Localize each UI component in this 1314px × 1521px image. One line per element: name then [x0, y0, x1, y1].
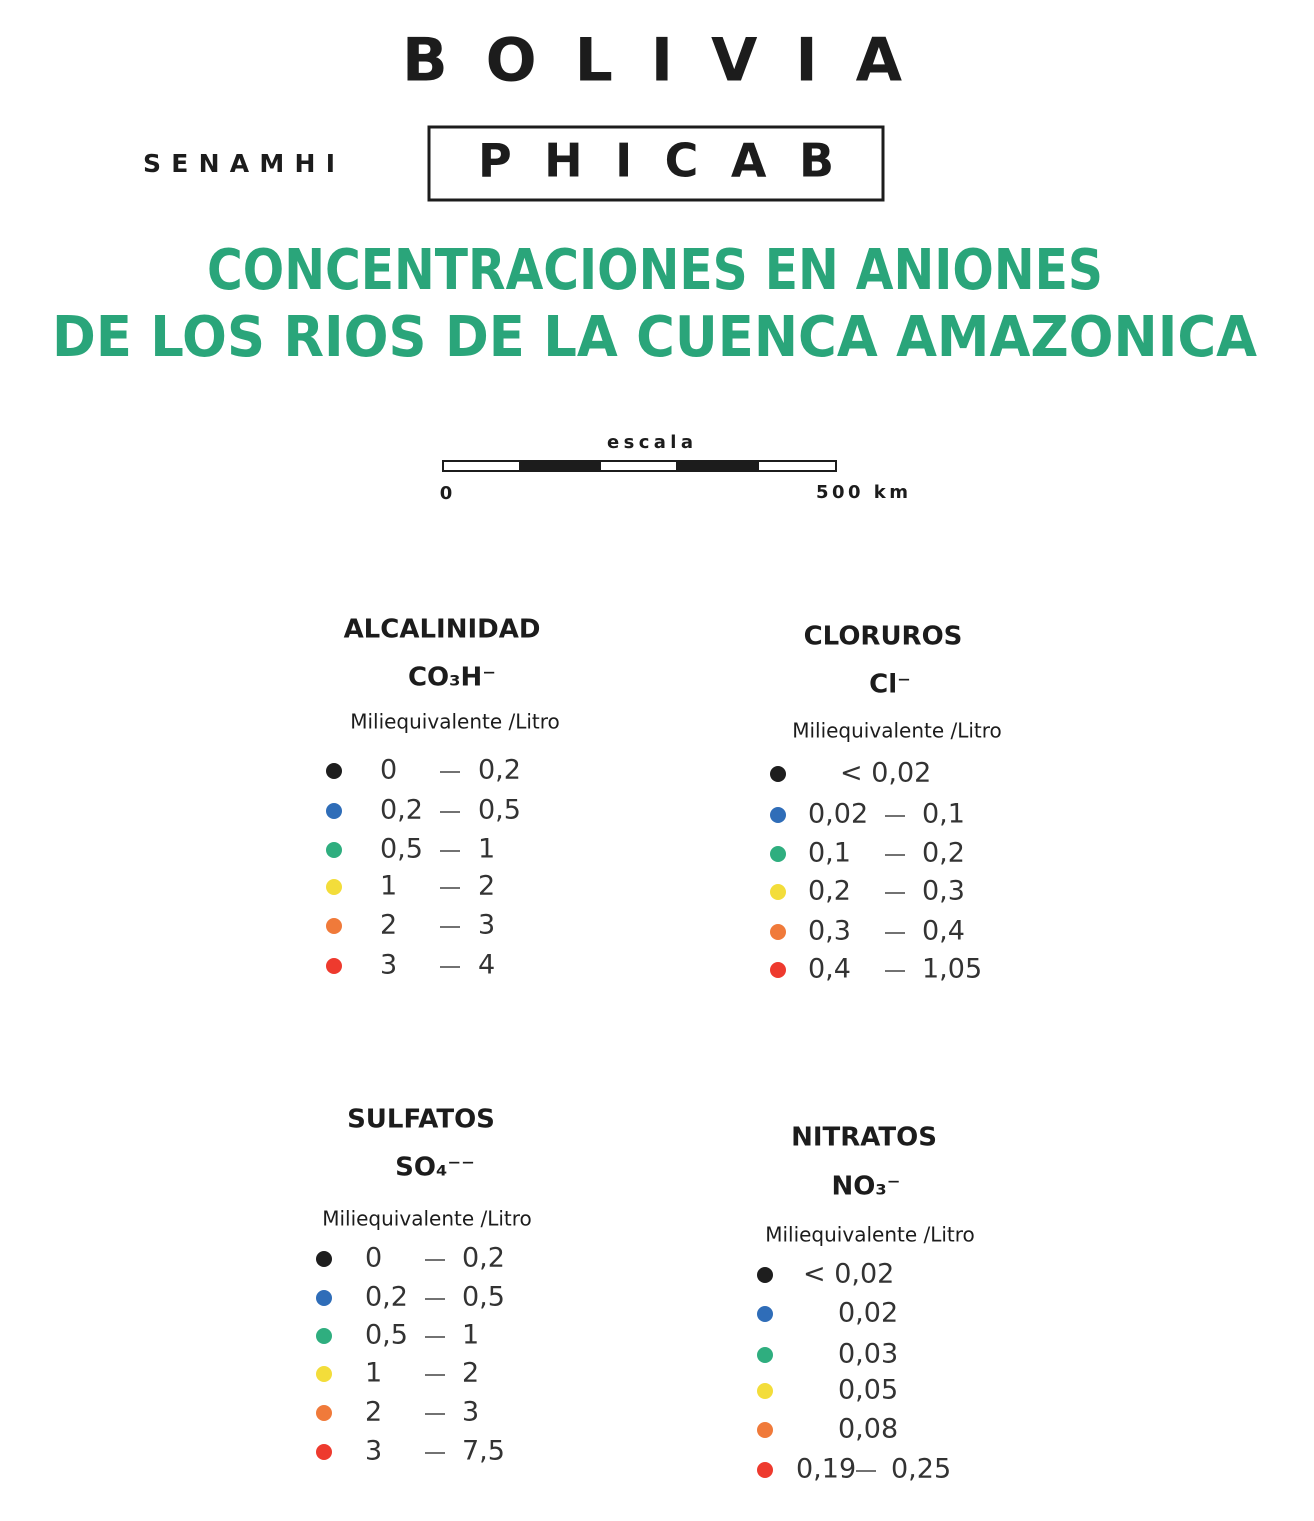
legend-dot — [757, 1462, 773, 1478]
range-from: 0 — [380, 755, 397, 786]
range-from: 0,2 — [380, 795, 423, 826]
legend-dot — [770, 807, 786, 823]
legend-dot — [326, 803, 342, 819]
range-to: 1 — [478, 834, 495, 865]
range-value: 0,08 — [838, 1414, 898, 1445]
legend-dot — [770, 962, 786, 978]
formula: SO₄⁻⁻ — [395, 1153, 475, 1183]
range-from: 1 — [365, 1358, 382, 1389]
legend-dot — [326, 763, 342, 779]
range-to: 0,5 — [478, 795, 521, 826]
title-line: CONCENTRACIONES EN ANIONES — [207, 238, 1103, 303]
legend-title: SULFATOS — [347, 1105, 495, 1135]
legend-title: ALCALINIDAD — [344, 615, 541, 645]
range-to: 2 — [462, 1358, 479, 1389]
legends: ALCALINIDAD CO₃H⁻ Miliequivalente /Litro 0 0… — [316, 615, 1002, 1485]
legend-dot — [757, 1267, 773, 1283]
range-to: 0,2 — [478, 755, 521, 786]
range-to: 2 — [478, 871, 495, 902]
legend-dot — [757, 1383, 773, 1399]
range-from: 0,19 — [796, 1454, 856, 1485]
range-to: 3 — [462, 1397, 479, 1428]
range-from: 3 — [380, 950, 397, 981]
legend-dot — [316, 1251, 332, 1267]
legend-dot — [757, 1306, 773, 1322]
range-to: 3 — [478, 910, 495, 941]
legend-dot — [316, 1444, 332, 1460]
range-from: 0,5 — [365, 1320, 408, 1351]
legend-dot — [316, 1405, 332, 1421]
organization: SENAMHI — [143, 149, 335, 178]
range-to: 7,5 — [462, 1436, 505, 1467]
range-from: 2 — [380, 910, 397, 941]
legend-title: NITRATOS — [791, 1123, 937, 1153]
scale-label: escala — [607, 432, 693, 453]
unit: Miliequivalente /Litro — [765, 1223, 975, 1247]
range-value: 0,02 — [838, 1298, 898, 1329]
legend-dot — [316, 1290, 332, 1306]
formula: NO₃⁻ — [832, 1172, 901, 1202]
range-to: 0,2 — [462, 1243, 505, 1274]
formula: CO₃H⁻ — [408, 663, 496, 693]
legend-title: CLORUROS — [804, 622, 963, 652]
scale-start: 0 — [440, 483, 453, 504]
range-to: 1 — [462, 1320, 479, 1351]
range-from: 0,3 — [808, 916, 851, 947]
legend-dot — [326, 842, 342, 858]
range-from: 1 — [380, 871, 397, 902]
legend-dot — [770, 846, 786, 862]
range-value: 0,05 — [838, 1375, 898, 1406]
range-to: 0,4 — [922, 916, 965, 947]
range-from: 2 — [365, 1397, 382, 1428]
unit: Miliequivalente /Litro — [350, 710, 560, 734]
legend-dot — [770, 924, 786, 940]
range-from: 0 — [365, 1243, 382, 1274]
range-to: 4 — [478, 950, 495, 981]
country: BOLIVIA — [402, 26, 903, 96]
range-to: 0,1 — [922, 799, 965, 830]
range-to: 0,25 — [891, 1454, 951, 1485]
legend-dot — [757, 1422, 773, 1438]
range-to: 1,05 — [922, 954, 982, 985]
formula: Cl⁻ — [869, 670, 911, 700]
scale-end: 500 km — [816, 482, 908, 503]
range-from: 0,5 — [380, 834, 423, 865]
legend-dot — [316, 1328, 332, 1344]
program: PHICAB — [478, 134, 834, 188]
range-from: 0,02 — [808, 799, 868, 830]
range-value: 0,03 — [838, 1339, 898, 1370]
range-value: < 0,02 — [803, 1259, 894, 1290]
legend-dot — [316, 1366, 332, 1382]
range-value: < 0,02 — [840, 758, 931, 789]
range-to: 0,2 — [922, 838, 965, 869]
legend-dot — [326, 879, 342, 895]
range-from: 0,4 — [808, 954, 851, 985]
range-from: 3 — [365, 1436, 382, 1467]
range-to: 0,3 — [922, 876, 965, 907]
range-from: 0,2 — [365, 1282, 408, 1313]
title-line: DE LOS RIOS DE LA CUENCA AMAZONICA — [52, 305, 1258, 370]
unit: Miliequivalente /Litro — [792, 719, 1002, 743]
legend-dot — [757, 1347, 773, 1363]
unit: Miliequivalente /Litro — [322, 1207, 532, 1231]
legend-dot — [770, 766, 786, 782]
legend-dot — [326, 958, 342, 974]
legend-dot — [326, 918, 342, 934]
scale-bar — [442, 460, 837, 472]
legend-dot — [770, 884, 786, 900]
range-from: 0,2 — [808, 876, 851, 907]
range-to: 0,5 — [462, 1282, 505, 1313]
range-from: 0,1 — [808, 838, 851, 869]
program-box — [427, 125, 885, 202]
